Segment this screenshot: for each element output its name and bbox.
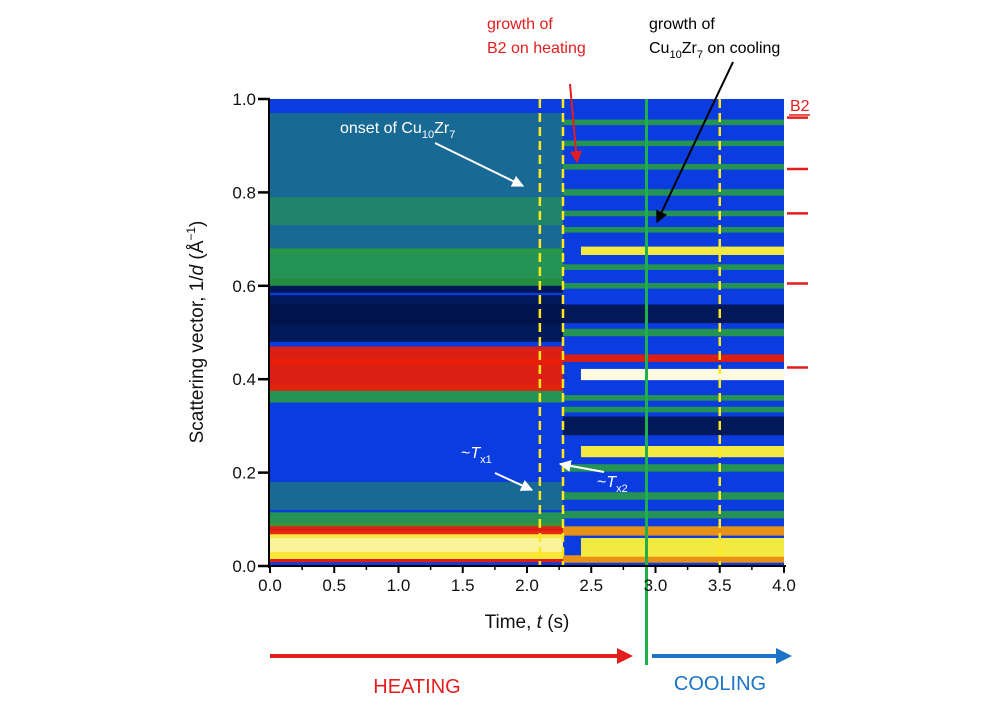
arrow-growth-b2	[569, 83, 583, 164]
arrow-tx1	[494, 472, 534, 491]
x-tick-label: 1.5	[451, 576, 475, 595]
annotation-tx1: ~Tx1	[461, 445, 492, 466]
crystal-band	[562, 555, 784, 563]
crystal-band	[562, 492, 784, 500]
crystal-band	[562, 282, 784, 289]
crystal-band	[562, 264, 784, 270]
cooling-arrow-head	[776, 648, 792, 664]
y-axis-title: Scattering vector, 1/d (Å−1)	[184, 221, 208, 444]
crystal-band	[562, 119, 784, 126]
annotation-growth-cu-line1: growth of	[649, 16, 715, 33]
amorphous-band	[270, 197, 563, 254]
crystal-band	[562, 464, 784, 472]
amorphous-band	[270, 113, 563, 226]
y-tick-label: 0.6	[232, 277, 256, 296]
amorphous-band	[270, 295, 563, 324]
crystal-band-group	[562, 99, 784, 566]
crystal-band	[562, 416, 784, 436]
x-tick-label: 2.5	[579, 576, 603, 595]
crystal-band	[562, 210, 784, 217]
arrow-tx2	[558, 460, 605, 473]
heating-label: HEATING	[373, 676, 460, 698]
annotation-growth-b2-line1: growth of	[487, 16, 553, 33]
x-tick-label: 4.0	[772, 576, 796, 595]
b2-label: B2	[790, 98, 810, 115]
y-ticks: 0.0 0.2 0.4 0.6 0.8 1.0	[232, 90, 270, 576]
axes: 0.0 0.5 1.0 1.5 2.0 2.5 3.0 3.5 4.0 0.0 0.2 0.4 0.6…	[232, 90, 795, 595]
crystal-band	[562, 406, 784, 413]
crystal-band	[562, 163, 784, 170]
amorphous-band-group	[270, 113, 563, 563]
x-tick-label: 1.0	[387, 576, 411, 595]
crystal-band	[580, 537, 784, 557]
x-axis-title: Time, t (s)	[485, 612, 570, 633]
y-tick-label: 1.0	[232, 90, 256, 109]
annotation-growth-b2-line2: B2 on heating	[487, 40, 586, 57]
annotation-tx2: ~Tx2	[597, 474, 628, 495]
amorphous-band	[270, 523, 563, 535]
arrow-onset	[434, 142, 525, 187]
y-tick-label: 0.0	[232, 557, 256, 576]
crystal-band	[562, 354, 784, 362]
crystal-band	[562, 526, 784, 536]
crystal-band	[580, 246, 784, 255]
x-tick-label: 0.0	[258, 576, 282, 595]
crystal-band	[580, 368, 784, 381]
x-tick-label: 3.5	[708, 576, 732, 595]
cooling-label: COOLING	[674, 673, 766, 695]
crystal-band	[580, 445, 784, 458]
x-tick-label: 2.0	[515, 576, 539, 595]
vertical-lines	[538, 99, 721, 665]
crystal-band	[562, 140, 784, 147]
crystal-band	[562, 226, 784, 233]
low-q-core	[270, 537, 563, 552]
amorphous-band	[270, 481, 563, 510]
crystal-band	[562, 510, 784, 519]
y-tick-label: 0.8	[232, 183, 256, 202]
heating-arrow-head	[617, 648, 633, 664]
y-tick-label: 0.2	[232, 464, 256, 483]
amorphous-band	[270, 346, 563, 366]
annotation-growth-cu-line2: Cu10Zr7 on cooling	[649, 40, 780, 61]
y-tick-label: 0.4	[232, 370, 256, 389]
amorphous-band	[270, 248, 563, 286]
x-tick-label: 0.5	[322, 576, 346, 595]
x-ticks: 0.0 0.5 1.0 1.5 2.0 2.5 3.0 3.5 4.0	[258, 566, 796, 595]
heatmap-area	[270, 99, 784, 566]
b2-reference-marks	[787, 116, 808, 369]
amorphous-band	[270, 512, 563, 527]
x-tick-label: 3.0	[644, 576, 668, 595]
crystal-band	[562, 189, 784, 196]
crystal-band	[562, 395, 784, 401]
crystal-band	[562, 328, 784, 337]
crystal-band	[562, 304, 784, 324]
arrow-growth-cu	[656, 61, 734, 224]
annotation-onset: onset of Cu10Zr7	[340, 120, 455, 141]
